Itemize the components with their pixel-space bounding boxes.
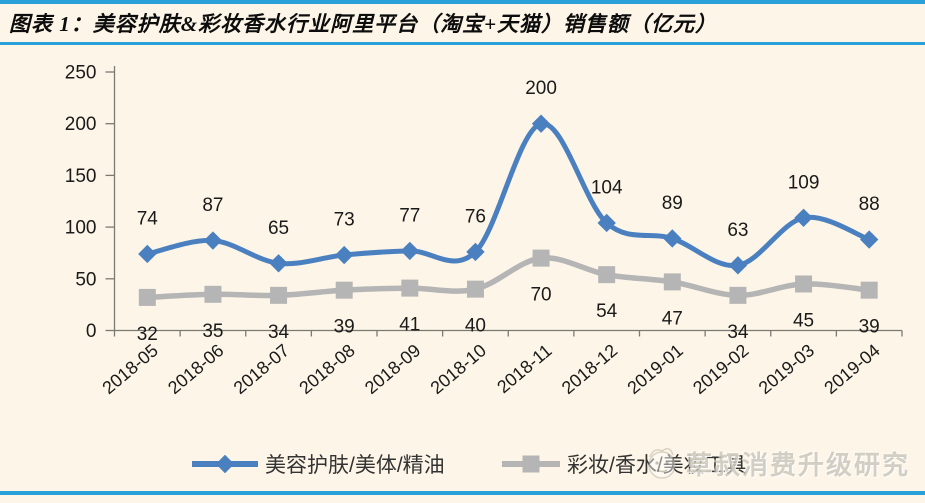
square-marker [401, 279, 419, 297]
data-label: 32 [137, 324, 158, 345]
data-label: 76 [465, 206, 486, 227]
data-label: 104 [591, 177, 623, 198]
legend-item-makeup: 彩妆/香水/美妆工具 [502, 449, 747, 479]
data-label: 45 [793, 310, 814, 331]
square-marker [860, 281, 878, 299]
data-label: 34 [268, 322, 290, 343]
data-label: 35 [202, 321, 223, 342]
square-marker [795, 275, 813, 293]
data-label: 39 [859, 317, 880, 338]
diamond-marker [728, 256, 748, 275]
x-tick-label: 2019-01 [623, 340, 686, 398]
data-label: 73 [334, 210, 355, 231]
diamond-marker [269, 254, 288, 273]
diamond-marker [859, 230, 879, 249]
diamond-marker [597, 213, 616, 233]
data-label: 63 [727, 220, 748, 241]
diamond-marker [203, 231, 223, 250]
legend-label-makeup: 彩妆/香水/美妆工具 [567, 454, 747, 477]
data-label: 109 [788, 172, 820, 193]
diamond-marker [138, 244, 157, 264]
data-label: 39 [334, 317, 355, 338]
x-tick-label: 2018-12 [558, 340, 621, 398]
x-tick-label: 2018-05 [98, 340, 161, 398]
square-marker [598, 266, 616, 284]
data-label: 40 [465, 316, 486, 337]
y-tick-label: 0 [86, 321, 97, 342]
x-tick-label: 2019-04 [820, 340, 883, 398]
y-tick-label: 250 [65, 63, 97, 84]
data-label: 34 [727, 322, 749, 343]
diamond-marker [663, 229, 682, 248]
legend-item-skincare: 美容护肤/美体/精油 [192, 449, 445, 479]
diamond-marker [400, 241, 420, 261]
x-tick-label: 2018-08 [295, 340, 358, 398]
chart-title-bar: 图表 1：美容护肤&彩妆香水行业阿里平台（淘宝+天猫）销售额（亿元） [0, 0, 925, 45]
data-label: 47 [662, 308, 683, 329]
x-tick-label: 2018-09 [361, 340, 424, 398]
data-label: 65 [268, 218, 289, 239]
data-label: 89 [662, 193, 683, 214]
diamond-marker [466, 242, 485, 262]
square-marker [532, 249, 550, 267]
x-tick-label: 2018-07 [230, 340, 293, 398]
diamond-marker [531, 114, 551, 133]
square-marker [204, 285, 222, 303]
y-tick-label: 50 [75, 269, 96, 290]
series1-line-diamond-marker-icon [192, 454, 258, 474]
data-label: 41 [399, 315, 420, 336]
y-tick-label: 200 [65, 114, 97, 135]
data-label: 87 [202, 195, 223, 216]
data-label: 77 [399, 205, 420, 226]
x-tick-label: 2019-03 [755, 340, 818, 398]
bottom-divider-line [0, 491, 925, 495]
series2-line-square-marker-icon [502, 455, 560, 473]
square-marker [663, 273, 681, 291]
diamond-marker [794, 208, 813, 227]
square-marker [729, 286, 747, 304]
diamond-marker [334, 245, 354, 265]
data-label: 74 [137, 208, 159, 229]
y-tick-label: 100 [65, 218, 97, 239]
x-tick-label: 2018-10 [427, 340, 490, 398]
series-line-1 [144, 121, 872, 269]
y-tick-label: 150 [65, 166, 97, 187]
data-label: 88 [859, 194, 880, 215]
square-marker [466, 280, 484, 298]
x-tick-label: 2018-11 [493, 340, 555, 397]
series-line-2 [144, 255, 872, 301]
data-label: 200 [525, 78, 557, 99]
data-label: 54 [596, 301, 618, 322]
legend-label-skincare: 美容护肤/美体/精油 [265, 454, 445, 477]
square-marker [335, 281, 353, 299]
x-tick-label: 2018-06 [164, 340, 227, 398]
x-tick-label: 2019-02 [689, 340, 752, 398]
data-label: 70 [530, 285, 551, 306]
chart-title: 图表 1：美容护肤&彩妆香水行业阿里平台（淘宝+天猫）销售额（亿元） [9, 12, 718, 36]
square-marker [138, 288, 156, 306]
square-marker [270, 286, 288, 304]
